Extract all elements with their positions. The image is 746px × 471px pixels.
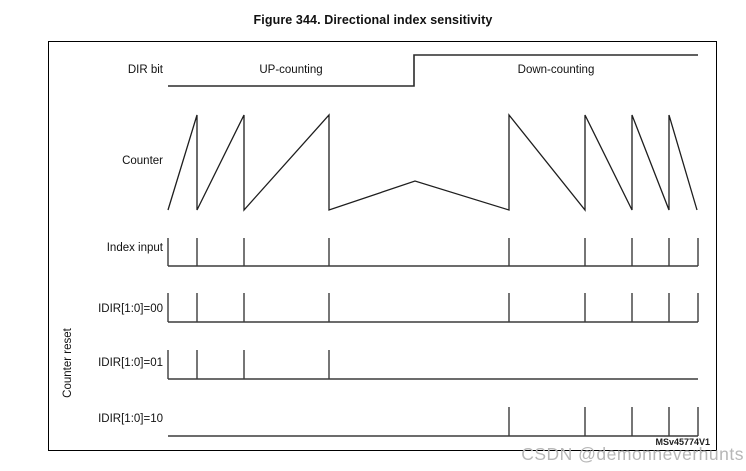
- dir-bit-label: DIR bit: [127, 64, 163, 76]
- up-counting-label: UP-counting: [259, 64, 323, 76]
- counter-reset-label: Counter reset: [62, 328, 74, 398]
- idir-10-label: IDIR[1:0]=10: [98, 413, 163, 425]
- dir-bit-waveform: [168, 54, 698, 87]
- down-counting-label: Down-counting: [517, 64, 595, 76]
- idir-00-label: IDIR[1:0]=00: [98, 303, 163, 315]
- figure-id: MSv45774V1: [655, 437, 710, 447]
- diagram-frame: [48, 41, 717, 451]
- index-input-label: Index input: [106, 242, 163, 254]
- figure-title: Figure 344. Directional index sensitivit…: [253, 13, 493, 27]
- watermark: CSDN @demonneverhunts: [521, 444, 744, 464]
- counter-label: Counter: [122, 155, 163, 167]
- counter-waveform: [167, 113, 698, 212]
- idir-01-label: IDIR[1:0]=01: [98, 357, 163, 369]
